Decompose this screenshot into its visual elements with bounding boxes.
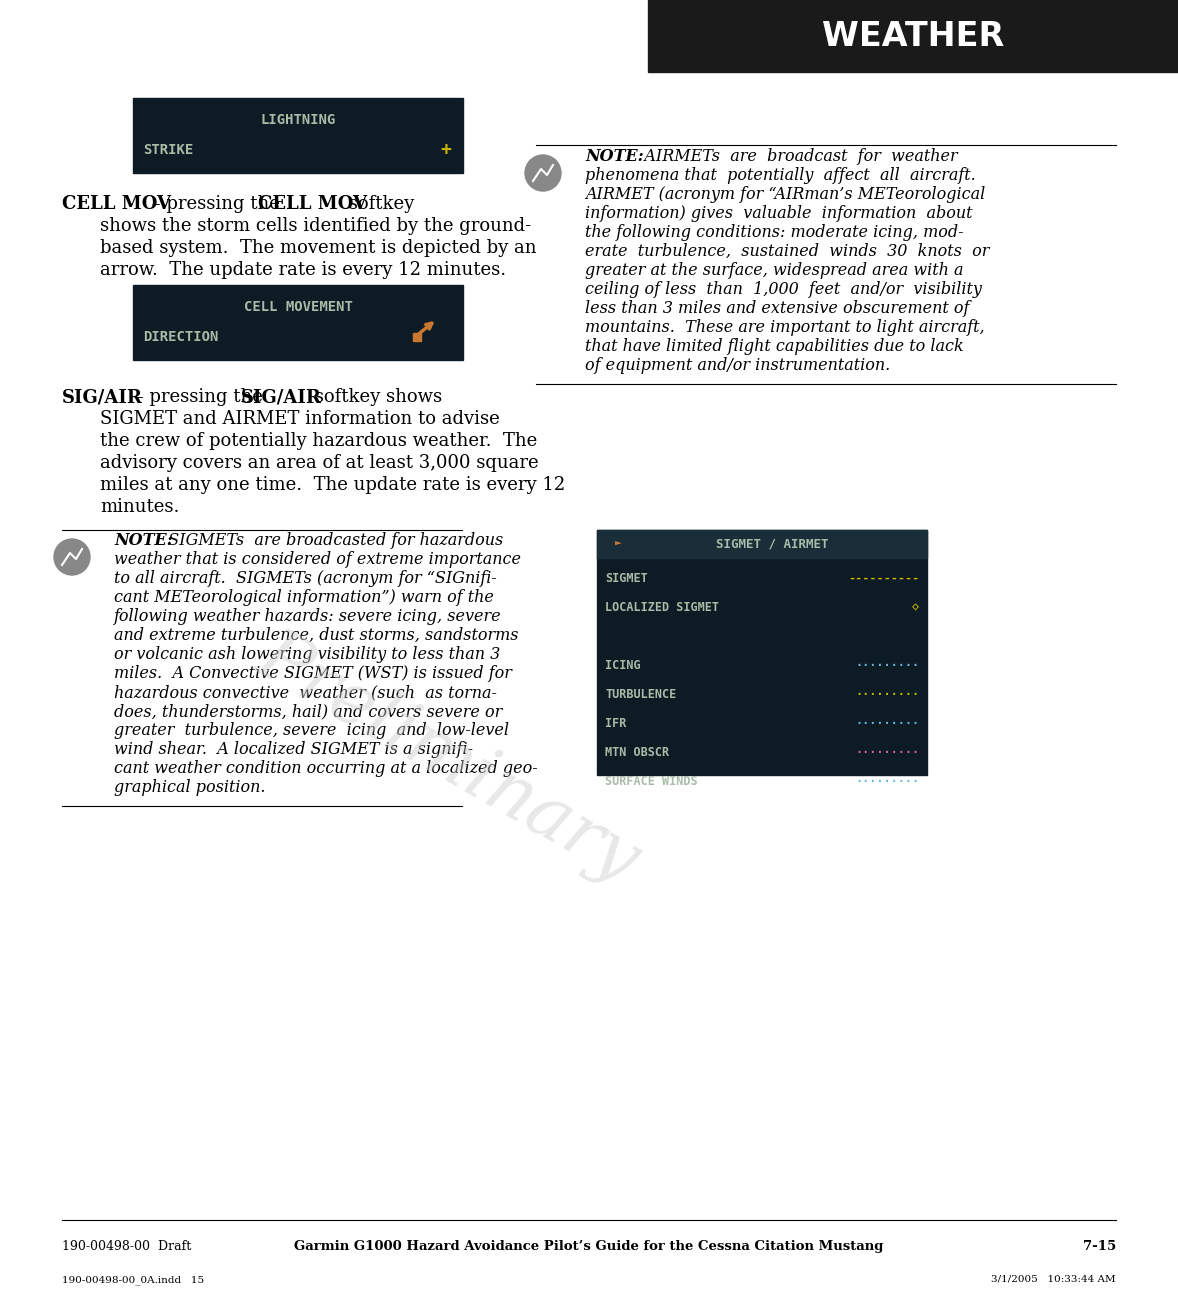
Text: TURBULENCE: TURBULENCE bbox=[605, 687, 676, 701]
Text: cant METeorological information”) warn of the: cant METeorological information”) warn o… bbox=[114, 589, 494, 606]
Text: shows the storm cells identified by the ground-: shows the storm cells identified by the … bbox=[100, 217, 531, 235]
Text: SIG/AIR: SIG/AIR bbox=[62, 388, 143, 406]
Text: WEATHER: WEATHER bbox=[822, 20, 1004, 52]
Text: or volcanic ash lowering visibility to less than 3: or volcanic ash lowering visibility to l… bbox=[114, 646, 501, 663]
Text: AIRMETs  are  broadcast  for  weather: AIRMETs are broadcast for weather bbox=[629, 148, 958, 165]
Text: ·········: ········· bbox=[855, 659, 919, 672]
Text: IFR: IFR bbox=[605, 718, 627, 731]
Text: and extreme turbulence, dust storms, sandstorms: and extreme turbulence, dust storms, san… bbox=[114, 627, 518, 644]
Text: ·········: ········· bbox=[855, 775, 919, 788]
Circle shape bbox=[525, 156, 561, 191]
Bar bbox=[133, 285, 463, 359]
Text: greater  turbulence, severe  icing  and  low-level: greater turbulence, severe icing and low… bbox=[114, 721, 509, 738]
Text: LOCALIZED SIGMET: LOCALIZED SIGMET bbox=[605, 601, 719, 614]
Bar bbox=[648, 0, 1178, 72]
Text: ·········: ········· bbox=[855, 687, 919, 701]
Text: softkey shows: softkey shows bbox=[309, 388, 442, 406]
Text: Preliminary: Preliminary bbox=[244, 620, 651, 897]
Text: greater at the surface, widespread area with a: greater at the surface, widespread area … bbox=[585, 261, 964, 278]
Text: AIRMET (acronym for “AIRman’s METeorological: AIRMET (acronym for “AIRman’s METeorolog… bbox=[585, 186, 985, 203]
Text: weather that is considered of extreme importance: weather that is considered of extreme im… bbox=[114, 552, 521, 569]
Text: arrow.  The update rate is every 12 minutes.: arrow. The update rate is every 12 minut… bbox=[100, 261, 507, 278]
Text: ICING: ICING bbox=[605, 659, 641, 672]
Bar bbox=[133, 98, 463, 173]
Text: 7-15: 7-15 bbox=[1083, 1240, 1116, 1253]
Text: cant weather condition occurring at a localized geo-: cant weather condition occurring at a lo… bbox=[114, 759, 537, 776]
Text: CELL MOV: CELL MOV bbox=[258, 195, 368, 213]
Text: information) gives  valuable  information  about: information) gives valuable information … bbox=[585, 205, 973, 222]
Text: that have limited flight capabilities due to lack: that have limited flight capabilities du… bbox=[585, 339, 964, 356]
Text: minutes.: minutes. bbox=[100, 498, 179, 516]
Text: the following conditions: moderate icing, mod-: the following conditions: moderate icing… bbox=[585, 223, 964, 240]
Text: miles at any one time.  The update rate is every 12: miles at any one time. The update rate i… bbox=[100, 476, 565, 494]
Text: phenomena that  potentially  affect  all  aircraft.: phenomena that potentially affect all ai… bbox=[585, 167, 975, 184]
Text: ◇: ◇ bbox=[912, 601, 919, 614]
Text: CELL MOV: CELL MOV bbox=[62, 195, 171, 213]
Text: SIGMET: SIGMET bbox=[605, 572, 648, 586]
Text: SIGMET and AIRMET information to advise: SIGMET and AIRMET information to advise bbox=[100, 410, 499, 427]
Text: ·········: ········· bbox=[855, 718, 919, 731]
Text: 3/1/2005   10:33:44 AM: 3/1/2005 10:33:44 AM bbox=[992, 1276, 1116, 1283]
Circle shape bbox=[54, 538, 90, 575]
Bar bbox=[597, 531, 927, 775]
Text: DIRECTION: DIRECTION bbox=[143, 329, 218, 344]
Text: the crew of potentially hazardous weather.  The: the crew of potentially hazardous weathe… bbox=[100, 433, 537, 450]
Text: wind shear.  A localized SIGMET is a signifi-: wind shear. A localized SIGMET is a sign… bbox=[114, 741, 474, 758]
Text: less than 3 miles and extensive obscurement of: less than 3 miles and extensive obscurem… bbox=[585, 301, 969, 318]
Text: CELL MOVEMENT: CELL MOVEMENT bbox=[244, 301, 352, 314]
Text: 190-00498-00  Draft: 190-00498-00 Draft bbox=[62, 1240, 191, 1253]
Text: hazardous convective  weather (such  as torna-: hazardous convective weather (such as to… bbox=[114, 684, 497, 701]
Text: softkey: softkey bbox=[343, 195, 415, 213]
Text: advisory covers an area of at least 3,000 square: advisory covers an area of at least 3,00… bbox=[100, 454, 538, 472]
Text: based system.  The movement is depicted by an: based system. The movement is depicted b… bbox=[100, 239, 536, 257]
Bar bbox=[597, 531, 927, 558]
Text: of equipment and/or instrumentation.: of equipment and/or instrumentation. bbox=[585, 357, 891, 374]
Text: does, thunderstorms, hail) and covers severe or: does, thunderstorms, hail) and covers se… bbox=[114, 703, 502, 720]
Text: ·········: ········· bbox=[855, 746, 919, 759]
Text: to all aircraft.  SIGMETs (acronym for “SIGnifi-: to all aircraft. SIGMETs (acronym for “S… bbox=[114, 570, 497, 587]
Text: NOTE:: NOTE: bbox=[585, 148, 643, 165]
Text: ceiling of less  than  1,000  feet  and/or  visibility: ceiling of less than 1,000 feet and/or v… bbox=[585, 281, 982, 298]
Text: 190-00498-00_0A.indd   15: 190-00498-00_0A.indd 15 bbox=[62, 1276, 204, 1285]
Text: SURFACE WINDS: SURFACE WINDS bbox=[605, 775, 697, 788]
Text: +: + bbox=[441, 141, 451, 159]
Text: ►: ► bbox=[615, 538, 622, 549]
Bar bbox=[413, 333, 421, 341]
Text: – pressing the: – pressing the bbox=[146, 195, 285, 213]
Text: SIGMET / AIRMET: SIGMET / AIRMET bbox=[716, 537, 828, 550]
Text: Garmin G1000 Hazard Avoidance Pilot’s Guide for the Cessna Citation Mustang: Garmin G1000 Hazard Avoidance Pilot’s Gu… bbox=[294, 1240, 884, 1253]
Text: graphical position.: graphical position. bbox=[114, 779, 265, 796]
Text: MTN OBSCR: MTN OBSCR bbox=[605, 746, 669, 759]
Text: mountains.  These are important to light aircraft,: mountains. These are important to light … bbox=[585, 319, 985, 336]
Text: NOTE:: NOTE: bbox=[114, 532, 173, 549]
Text: following weather hazards: severe icing, severe: following weather hazards: severe icing,… bbox=[114, 608, 502, 625]
Text: SIGMETs  are broadcasted for hazardous: SIGMETs are broadcasted for hazardous bbox=[158, 532, 503, 549]
Text: erate  turbulence,  sustained  winds  30  knots  or: erate turbulence, sustained winds 30 kno… bbox=[585, 243, 990, 260]
Text: STRIKE: STRIKE bbox=[143, 142, 193, 157]
Text: miles.  A Convective SIGMET (WST) is issued for: miles. A Convective SIGMET (WST) is issu… bbox=[114, 665, 512, 682]
Text: ----------: ---------- bbox=[848, 572, 919, 586]
Text: LIGHTNING: LIGHTNING bbox=[260, 112, 336, 127]
Text: SIG/AIR: SIG/AIR bbox=[241, 388, 322, 406]
Text: – pressing the: – pressing the bbox=[130, 388, 269, 406]
